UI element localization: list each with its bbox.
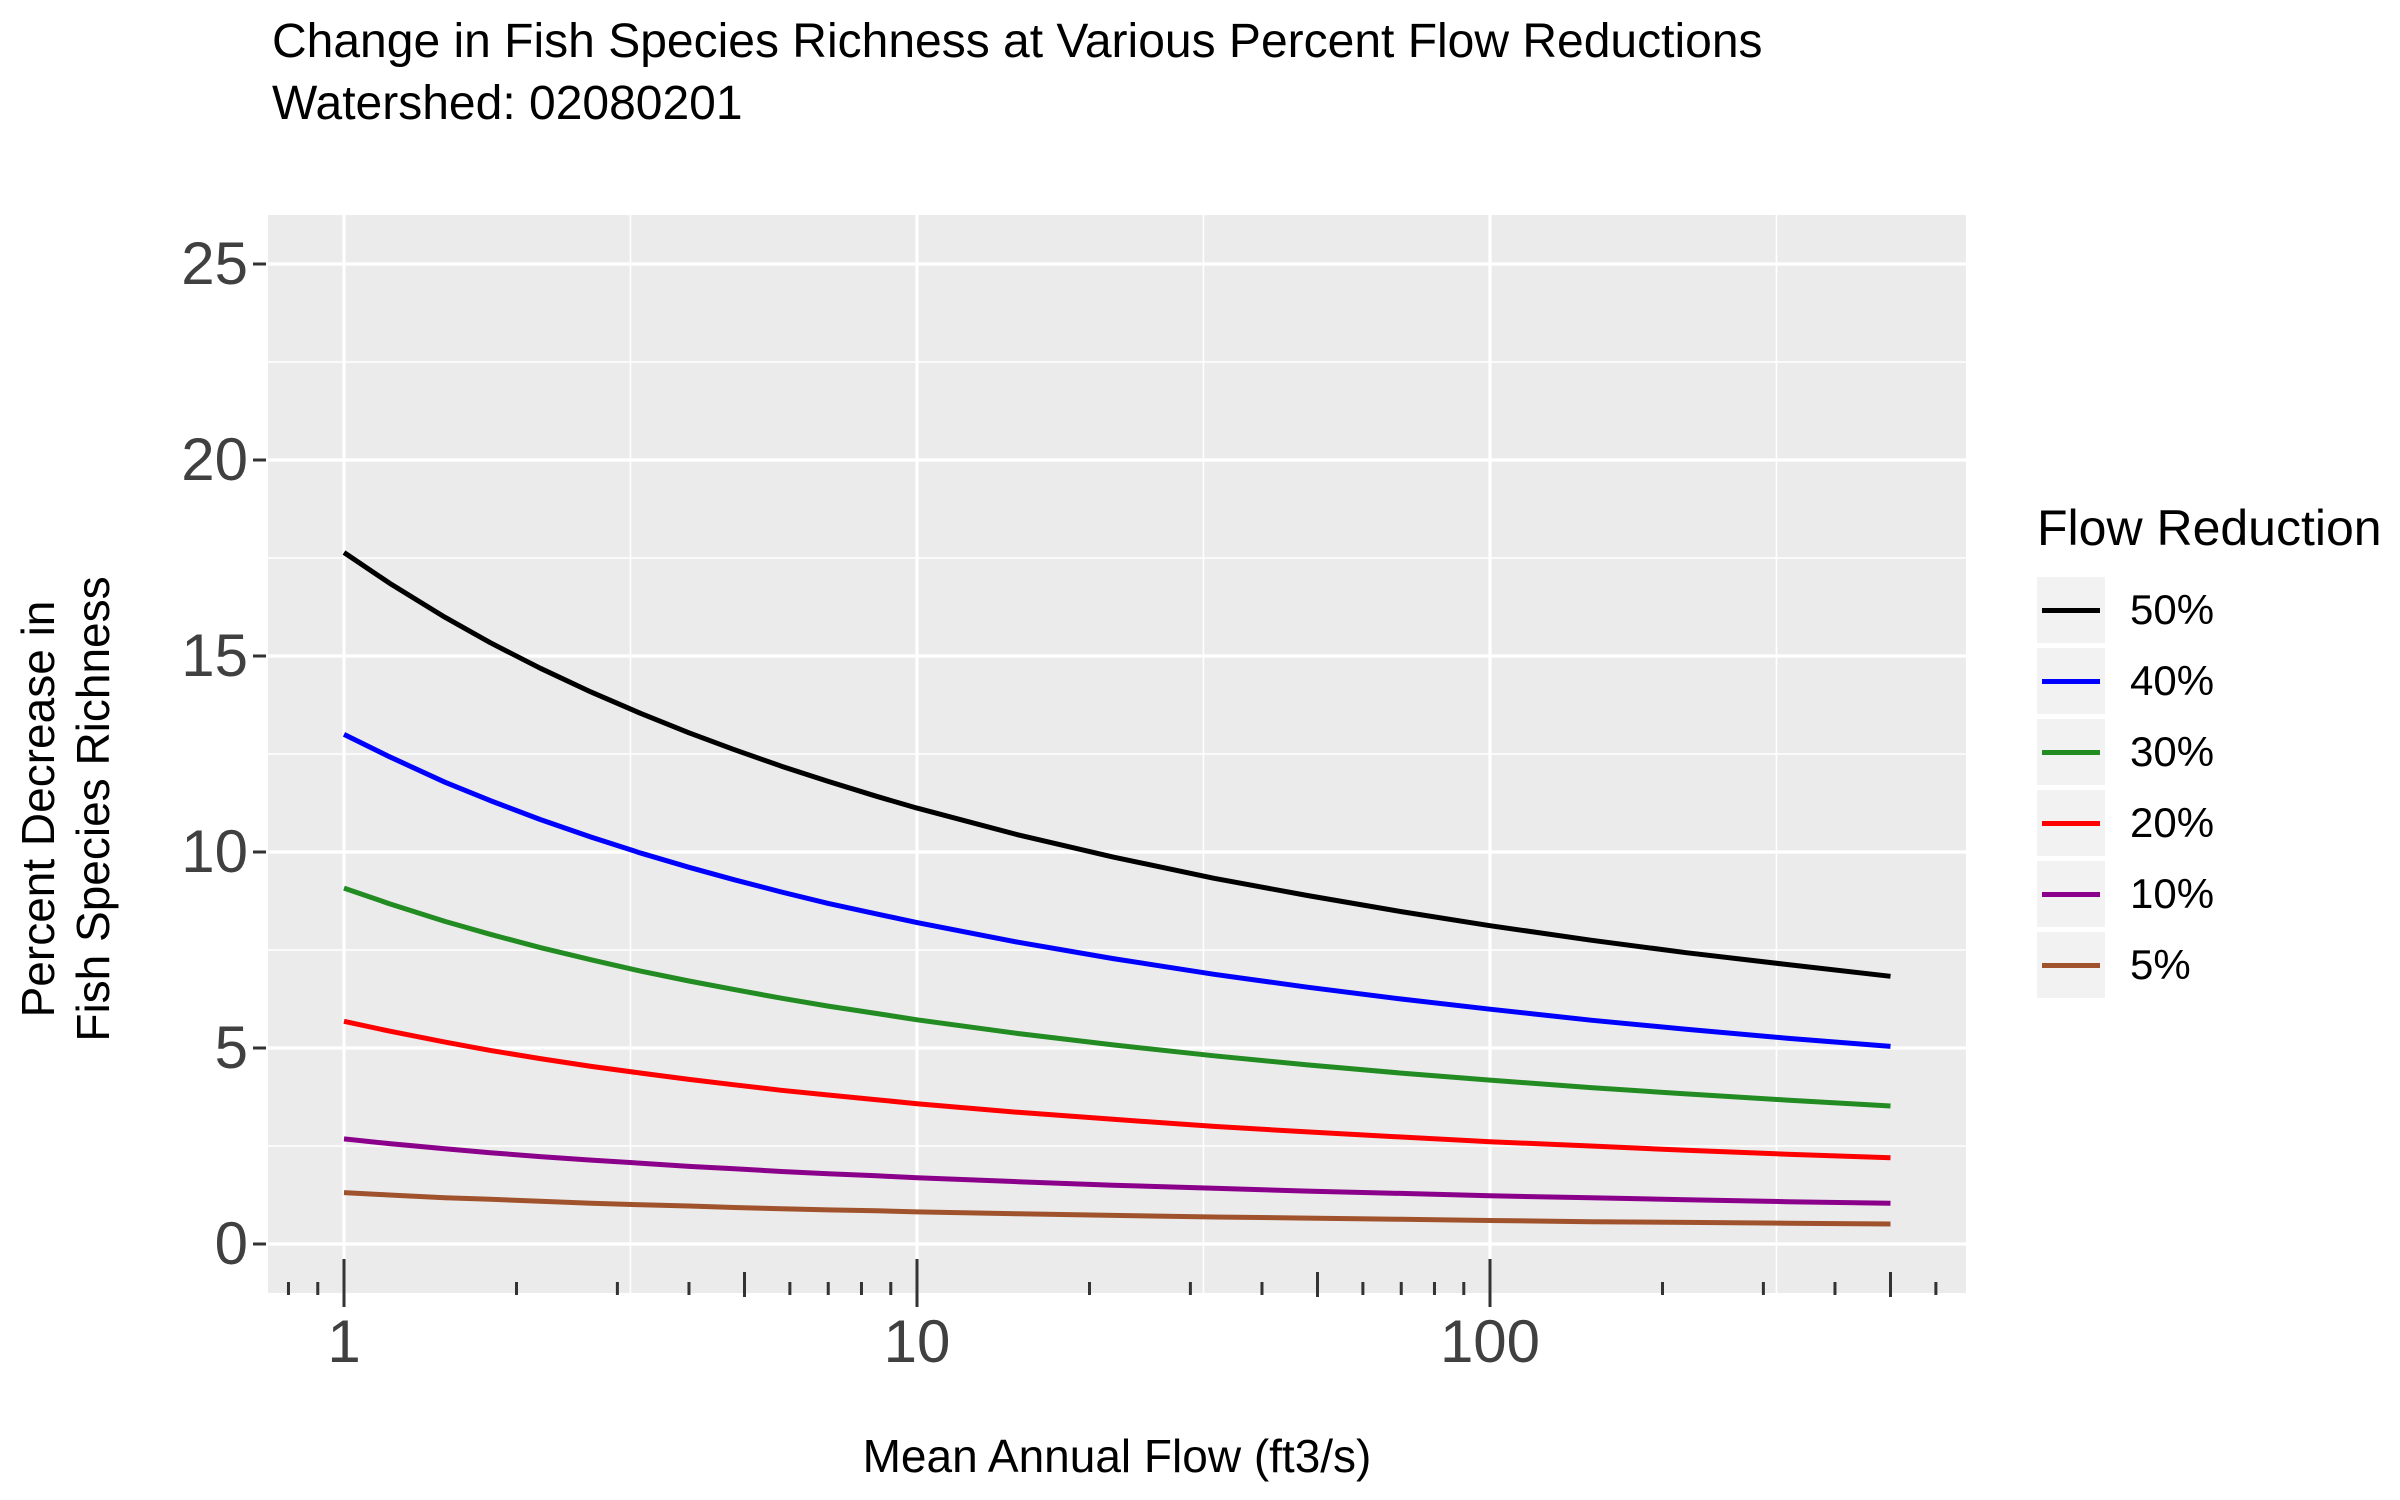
y-tick-label-15: 15 — [181, 622, 248, 689]
legend-label-5%: 5% — [2130, 941, 2191, 988]
y-tick-label-5: 5 — [214, 1014, 248, 1081]
legend-key-line-30% — [2042, 750, 2100, 755]
legend-label-10%: 10% — [2130, 870, 2215, 917]
x-tick-label-1: 1 — [327, 1308, 361, 1375]
legend-key-10% — [2037, 861, 2105, 927]
chart-subtitle: Watershed: 02080201 — [272, 77, 743, 130]
legend-label-20%: 20% — [2130, 799, 2215, 846]
legend-label-40%: 40% — [2130, 657, 2215, 704]
legend-key-20% — [2037, 790, 2105, 856]
curve-30% — [343, 885, 1891, 1109]
x-axis-title: Mean Annual Flow (ft3/s) — [862, 1430, 1372, 1482]
chart-title: Change in Fish Species Richness at Vario… — [272, 15, 1763, 68]
legend-key-50% — [2037, 577, 2105, 643]
y-tick-label-0: 0 — [214, 1210, 248, 1277]
y-tick-label-10: 10 — [181, 818, 248, 885]
curve-10% — [343, 1136, 1891, 1206]
legend-key-line-10% — [2042, 892, 2100, 897]
y-tick-label-25: 25 — [181, 230, 248, 297]
legend-title: Flow Reduction — [2037, 500, 2382, 556]
curve-20% — [343, 1018, 1891, 1161]
y-tick-label-20: 20 — [181, 426, 248, 493]
legend-key-line-50% — [2042, 608, 2100, 613]
curve-5% — [343, 1190, 1891, 1227]
x-tick-label-100: 100 — [1439, 1308, 1541, 1375]
legend-label-50%: 50% — [2130, 586, 2215, 633]
legend-key-30% — [2037, 719, 2105, 785]
legend-key-5% — [2037, 932, 2105, 998]
legend-key-line-5% — [2042, 963, 2100, 968]
legend-key-line-40% — [2042, 679, 2100, 684]
curve-50% — [342, 550, 1891, 979]
x-tick-label-10: 10 — [883, 1308, 951, 1375]
curve-40% — [342, 732, 1891, 1049]
legend-label-30%: 30% — [2130, 728, 2215, 775]
legend-key-40% — [2037, 648, 2105, 714]
legend-key-line-20% — [2042, 821, 2100, 826]
